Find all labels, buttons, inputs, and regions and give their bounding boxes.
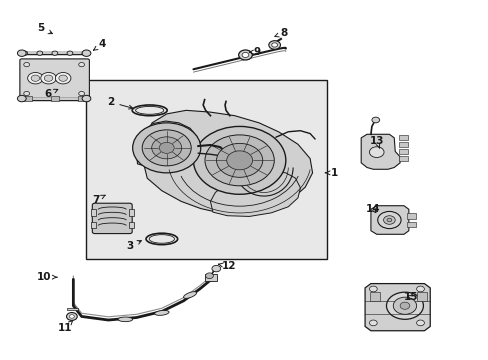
Polygon shape: [142, 111, 312, 214]
Circle shape: [371, 117, 379, 123]
FancyBboxPatch shape: [92, 203, 132, 234]
Bar: [407, 222, 415, 227]
Circle shape: [369, 147, 383, 157]
Bar: [51, 96, 59, 101]
Circle shape: [416, 320, 424, 326]
Circle shape: [67, 51, 73, 55]
Text: 8: 8: [274, 28, 287, 38]
Circle shape: [28, 72, 43, 84]
Circle shape: [242, 53, 248, 58]
Bar: [204, 274, 216, 281]
Text: 4: 4: [93, 39, 106, 50]
Circle shape: [205, 273, 213, 279]
Text: 5: 5: [38, 23, 52, 33]
Bar: [416, 292, 426, 301]
Circle shape: [416, 286, 424, 292]
Circle shape: [392, 297, 416, 314]
Circle shape: [377, 211, 400, 229]
Circle shape: [211, 265, 220, 272]
Circle shape: [204, 135, 274, 186]
Text: 7: 7: [92, 195, 105, 204]
Circle shape: [383, 216, 394, 224]
Circle shape: [22, 51, 28, 55]
Bar: [67, 307, 78, 310]
Circle shape: [24, 91, 30, 96]
Bar: [398, 157, 407, 161]
Text: 15: 15: [403, 292, 417, 302]
Circle shape: [151, 137, 182, 159]
Circle shape: [66, 312, 77, 320]
Text: 13: 13: [369, 136, 383, 148]
Bar: [128, 209, 133, 216]
Circle shape: [238, 50, 252, 60]
Circle shape: [369, 286, 376, 292]
Circle shape: [18, 50, 26, 57]
Circle shape: [226, 151, 252, 170]
Circle shape: [82, 95, 91, 102]
Bar: [398, 142, 407, 147]
Bar: [398, 135, 407, 140]
Circle shape: [399, 302, 409, 309]
Text: 14: 14: [366, 204, 380, 214]
Text: 2: 2: [107, 97, 133, 109]
Text: 6: 6: [44, 89, 58, 99]
Circle shape: [69, 315, 74, 318]
Circle shape: [159, 142, 174, 153]
Bar: [128, 222, 133, 228]
FancyBboxPatch shape: [20, 59, 89, 99]
Circle shape: [37, 51, 42, 55]
Bar: [369, 292, 379, 301]
Bar: [398, 149, 407, 154]
Circle shape: [132, 123, 201, 173]
Circle shape: [52, 51, 58, 55]
Text: 11: 11: [57, 320, 73, 333]
Text: 1: 1: [325, 168, 337, 178]
Polygon shape: [136, 121, 198, 170]
Bar: [78, 96, 85, 101]
Circle shape: [41, 72, 56, 84]
Text: 12: 12: [218, 261, 236, 271]
Text: 9: 9: [249, 47, 260, 57]
Circle shape: [271, 43, 277, 47]
Circle shape: [82, 50, 91, 57]
Ellipse shape: [154, 310, 169, 315]
Circle shape: [369, 320, 376, 326]
Bar: [407, 213, 415, 219]
Polygon shape: [365, 284, 429, 331]
Circle shape: [386, 218, 391, 222]
Bar: [24, 96, 32, 101]
Polygon shape: [210, 171, 300, 216]
Ellipse shape: [183, 292, 196, 298]
Bar: [86, 80, 326, 258]
Circle shape: [82, 51, 88, 55]
Circle shape: [24, 63, 30, 67]
Circle shape: [31, 75, 40, 81]
Circle shape: [216, 143, 262, 177]
Circle shape: [79, 91, 84, 96]
Circle shape: [193, 126, 285, 194]
Circle shape: [55, 72, 71, 84]
Circle shape: [386, 292, 423, 319]
Ellipse shape: [118, 317, 132, 321]
Bar: [91, 209, 96, 216]
Text: 10: 10: [37, 272, 57, 282]
Circle shape: [79, 63, 84, 67]
Circle shape: [142, 130, 191, 166]
Bar: [91, 222, 96, 228]
Text: 3: 3: [126, 240, 141, 251]
Circle shape: [268, 41, 280, 49]
Circle shape: [18, 95, 26, 102]
Polygon shape: [361, 134, 399, 169]
Circle shape: [44, 75, 53, 81]
Polygon shape: [370, 206, 408, 234]
Circle shape: [59, 75, 67, 81]
